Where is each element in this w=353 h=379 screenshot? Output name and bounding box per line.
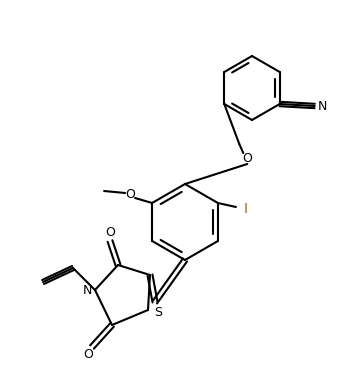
Text: O: O (243, 152, 252, 164)
Text: O: O (83, 349, 93, 362)
Text: S: S (154, 305, 162, 318)
Text: I: I (244, 202, 248, 216)
Text: O: O (125, 188, 135, 202)
Text: N: N (82, 283, 92, 296)
Text: N: N (318, 100, 327, 113)
Text: O: O (105, 227, 115, 240)
